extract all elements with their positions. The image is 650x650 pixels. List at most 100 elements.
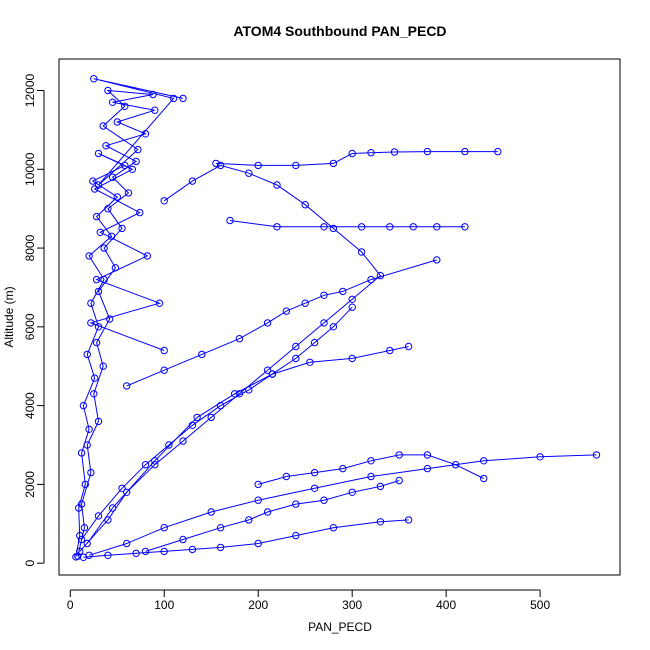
data-point xyxy=(76,531,84,540)
data-point xyxy=(89,177,97,185)
data-point xyxy=(423,147,432,156)
data-point xyxy=(106,315,114,323)
data-point xyxy=(376,518,385,526)
data-point xyxy=(132,157,140,166)
data-point xyxy=(134,145,142,154)
data-point xyxy=(92,275,101,284)
series-profile-4 xyxy=(85,451,601,559)
data-point xyxy=(254,539,262,548)
data-point xyxy=(329,159,338,168)
series-line xyxy=(126,259,437,387)
data-point xyxy=(102,142,110,150)
data-point xyxy=(87,468,95,477)
data-point xyxy=(160,366,168,374)
series-profile-2 xyxy=(72,149,168,561)
data-point xyxy=(80,524,89,532)
data-point xyxy=(100,244,108,252)
data-point xyxy=(339,464,347,473)
data-point xyxy=(141,130,150,138)
data-point xyxy=(409,223,417,231)
data-point xyxy=(160,346,168,355)
series-line xyxy=(88,454,597,556)
data-point xyxy=(273,223,281,231)
data-point xyxy=(216,543,225,552)
x-tick-label: 500 xyxy=(530,598,550,612)
data-point xyxy=(188,177,197,185)
data-point xyxy=(81,480,90,489)
data-point xyxy=(461,147,469,156)
data-point xyxy=(433,223,441,231)
x-axis-title: PAN_PECD xyxy=(308,620,372,634)
data-point xyxy=(188,421,197,429)
data-point xyxy=(376,482,385,491)
data-point xyxy=(165,441,173,449)
data-point xyxy=(151,106,159,114)
data-point xyxy=(77,535,86,544)
series-profile-10 xyxy=(77,303,356,544)
y-axis: 0 2000 4000 6000 8000 10000 12000 xyxy=(23,74,45,567)
data-point xyxy=(282,307,291,315)
data-point xyxy=(494,147,502,156)
data-point xyxy=(310,484,319,492)
data-point xyxy=(339,287,347,296)
data-point xyxy=(104,86,112,95)
data-point xyxy=(108,98,117,107)
data-point xyxy=(94,512,103,520)
data-point xyxy=(451,461,460,469)
data-point xyxy=(254,161,262,170)
data-point xyxy=(263,508,272,516)
data-point xyxy=(254,480,262,489)
data-point xyxy=(301,299,309,307)
y-tick-label: 0 xyxy=(23,560,37,567)
data-point xyxy=(108,173,117,181)
data-point xyxy=(395,476,403,485)
data-point xyxy=(245,386,253,394)
data-point xyxy=(87,299,95,307)
y-tick-label: 4000 xyxy=(23,392,37,419)
data-point xyxy=(212,159,220,168)
data-point xyxy=(367,457,375,465)
data-point xyxy=(85,425,93,433)
data-point xyxy=(136,208,144,217)
data-point xyxy=(216,524,225,532)
data-point xyxy=(367,149,375,157)
series-line xyxy=(83,519,409,558)
data-point xyxy=(99,122,107,130)
data-point xyxy=(231,390,239,398)
data-point xyxy=(113,118,122,126)
series-profile-12 xyxy=(254,451,488,489)
data-point xyxy=(320,291,328,299)
data-point xyxy=(85,252,93,260)
data-point xyxy=(79,553,88,561)
data-point xyxy=(75,504,83,512)
data-point xyxy=(390,148,399,156)
data-point xyxy=(461,223,469,231)
y-axis-title: Altitude (m) xyxy=(2,286,16,347)
data-point xyxy=(155,299,164,307)
data-point xyxy=(226,216,234,225)
data-point xyxy=(292,161,300,170)
data-point xyxy=(273,181,281,189)
data-point xyxy=(320,223,328,231)
data-point xyxy=(320,496,328,504)
data-point xyxy=(79,401,88,410)
data-point xyxy=(96,228,105,237)
data-point xyxy=(108,504,117,512)
series-profile-11 xyxy=(79,516,413,561)
data-point xyxy=(132,549,140,557)
data-point xyxy=(141,547,150,556)
data-point xyxy=(128,165,137,174)
data-point xyxy=(188,545,197,554)
data-point xyxy=(121,161,129,170)
data-point xyxy=(292,342,300,351)
data-point xyxy=(124,189,133,197)
series-line xyxy=(215,151,498,166)
data-point xyxy=(104,551,112,559)
data-point xyxy=(141,461,150,469)
data-point xyxy=(90,390,98,398)
data-point xyxy=(404,516,413,524)
data-point xyxy=(123,539,131,548)
data-point xyxy=(592,451,601,459)
